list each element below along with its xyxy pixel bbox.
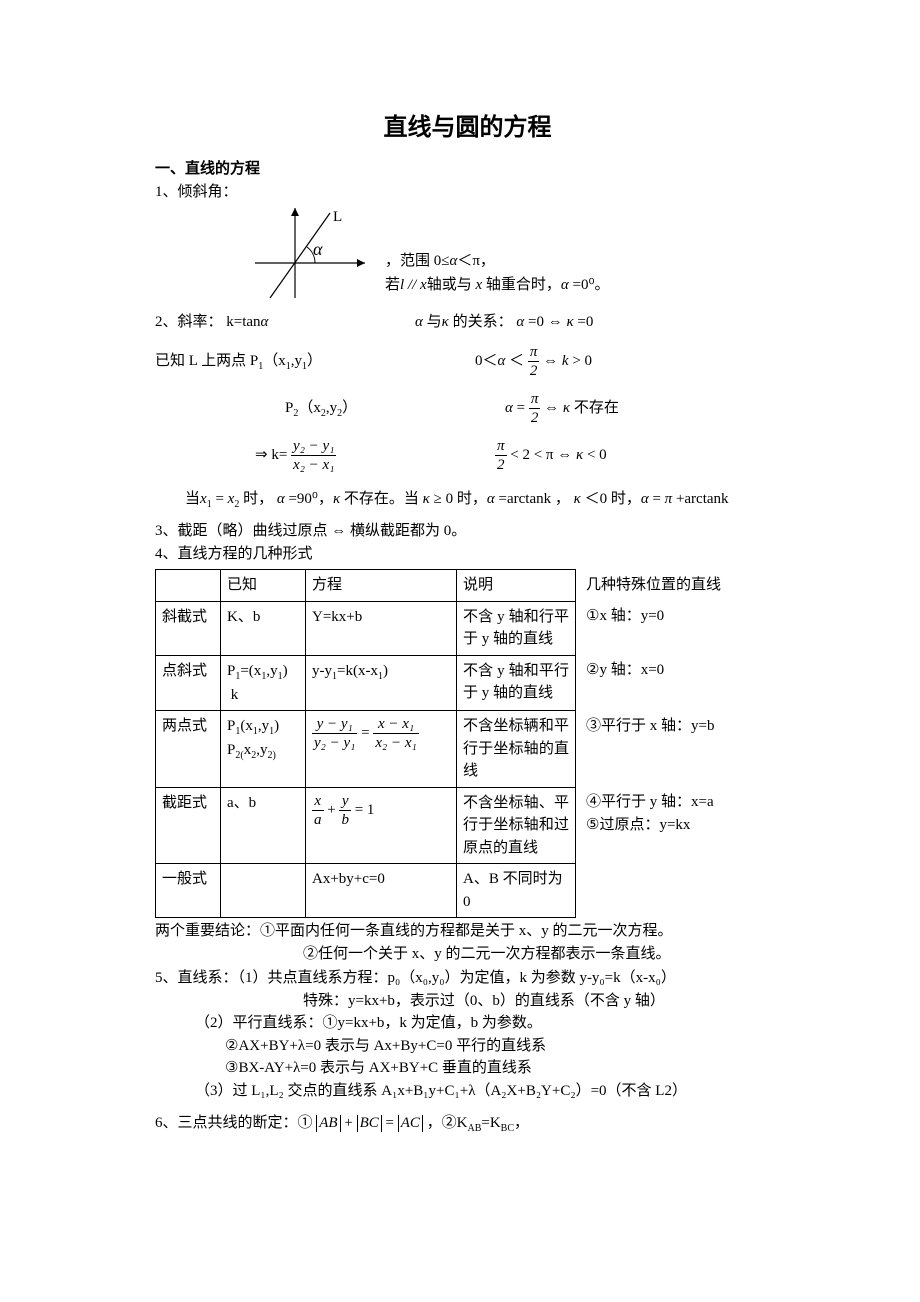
table-row: 一般式 Ax+by+c=0 A、B 不同时为 0 bbox=[156, 864, 763, 918]
angle-diagram-block: L α ，范围 0≤α＜π， 若l // x轴或与 x 轴重合时，α =0⁰。 bbox=[155, 203, 780, 311]
table-row: 已知 方程 说明 几种特殊位置的直线 bbox=[156, 570, 763, 602]
svg-text:L: L bbox=[333, 209, 342, 225]
table-row: 斜截式 K、b Y=kx+b 不含 y 轴和行平于 y 轴的直线 ①x 轴：y=… bbox=[156, 601, 763, 655]
item-2-line: 2、斜率： k=tanα α 与κ 的关系： α =0 ⇔ κ =0 bbox=[155, 311, 780, 334]
table-row: 截距式 a、b xa + yb = 1 不含坐标轴、平行于坐标轴和过原点的直线 … bbox=[156, 787, 763, 864]
item-5-l3: （3）过 L₁,L₂ 交点的直线系 A₁x+B₁y+C₁+λ（A₂X+B₂Y+C… bbox=[155, 1080, 780, 1103]
item-6: 6、三点共线的断定：① AB + BC = AC ，②KAB=KBC， bbox=[155, 1112, 780, 1136]
p2-row: P2（x2,y2） α = π2 ⇔ κ 不存在 bbox=[285, 390, 780, 427]
conclusion-1: 两个重要结论：①平面内任何一条直线的方程都是关于 x、y 的二元一次方程。 bbox=[155, 920, 780, 943]
angle-diagram: L α bbox=[245, 203, 385, 311]
item-5-l2: （2）平行直线系：①y=kx+b，k 为定值，b 为参数。 bbox=[155, 1012, 780, 1035]
table-row: 两点式 P1(x1,y1)P2(x2,y2) y − y₁y₂ − y₁ = x… bbox=[156, 711, 763, 788]
page-title: 直线与圆的方程 bbox=[155, 110, 780, 146]
item-4-label: 4、直线方程的几种形式 bbox=[155, 543, 780, 566]
known-points-row: 已知 L 上两点 P1（x1,y1） 0＜α ＜ π2 ⇔ k > 0 bbox=[155, 343, 780, 380]
forms-table: 已知 方程 说明 几种特殊位置的直线 斜截式 K、b Y=kx+b 不含 y 轴… bbox=[155, 569, 763, 918]
item-5-l2b: ③BX-AY+λ=0 表示与 AX+BY+C 垂直的直线系 bbox=[155, 1057, 780, 1080]
when-x1-eq-x2: 当x1 = x2 时， α =90⁰，κ 不存在。当 κ ≥ 0 时，α =ar… bbox=[185, 488, 780, 512]
svg-text:α: α bbox=[313, 239, 323, 259]
section-1-heading: 一、直线的方程 bbox=[155, 158, 780, 181]
conclusion-2: ②任何一个关于 x、y 的二元一次方程都表示一条直线。 bbox=[155, 943, 780, 966]
item-5-l1b: 特殊：y=kx+b，表示过（0、b）的直线系（不含 y 轴） bbox=[155, 990, 780, 1013]
range-text: ，范围 0≤α＜π， 若l // x轴或与 x 轴重合时，α =0⁰。 bbox=[385, 249, 610, 297]
k-formula-row: ⇒ k= y₂ − y₁x₂ − x₁ π2 < 2 < π ⇔ κ < 0 bbox=[255, 437, 780, 474]
table-row: 点斜式 P1=(x1,y1) k y-y1=k(x-x1) 不含 y 轴和平行于… bbox=[156, 655, 763, 711]
item-5-l2a: ②AX+BY+λ=0 表示与 Ax+By+C=0 平行的直线系 bbox=[155, 1035, 780, 1058]
item-3: 3、截距（略）曲线过原点 ⇔ 横纵截距都为 0。 bbox=[155, 520, 780, 543]
item-1-label: 1、倾斜角： bbox=[155, 181, 780, 204]
item-5-l1: 5、直线系：（1）共点直线系方程：p₀（x₀,y₀）为定值，k 为参数 y-y₀… bbox=[155, 967, 780, 990]
